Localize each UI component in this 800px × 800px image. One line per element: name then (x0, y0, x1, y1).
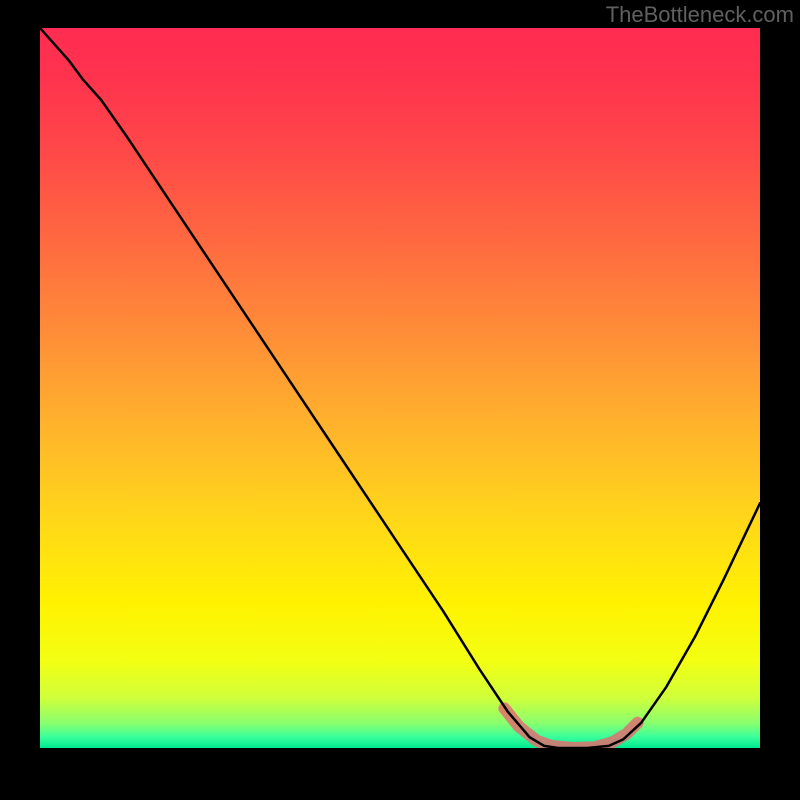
chart-container: TheBottleneck.com (0, 0, 800, 800)
plot-area (40, 28, 760, 748)
watermark-text: TheBottleneck.com (606, 2, 794, 28)
plot-background (40, 28, 760, 748)
